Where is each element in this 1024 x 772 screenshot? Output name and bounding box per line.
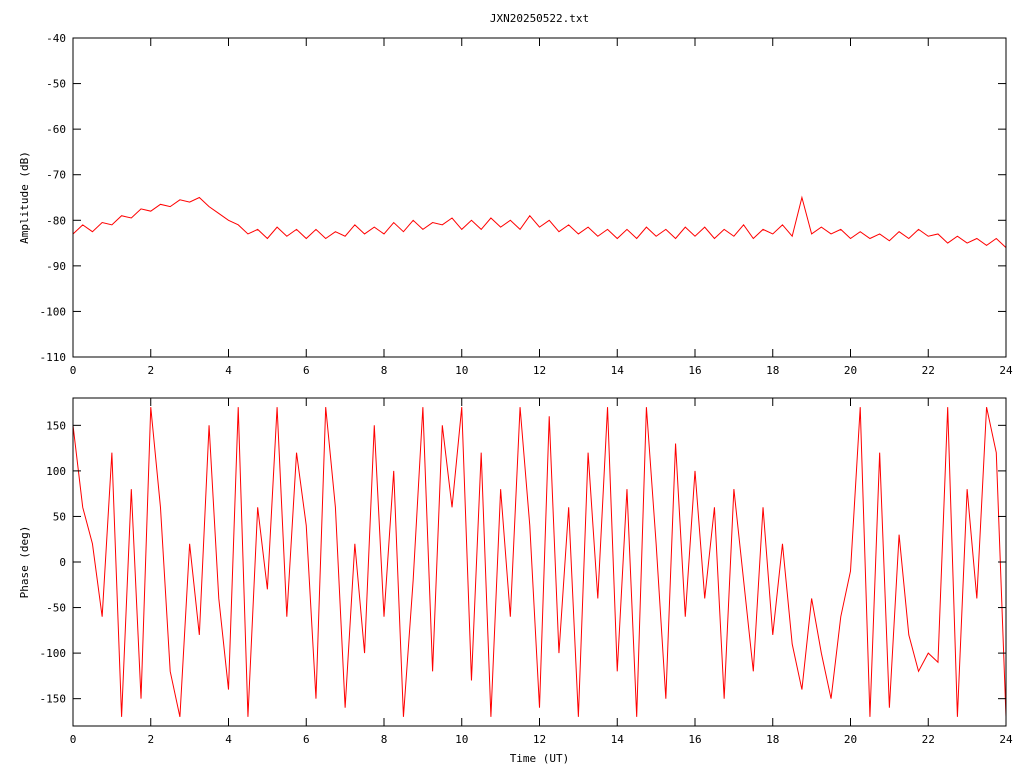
x-tick-label: 22 — [922, 364, 935, 377]
data-line — [72, 195, 1007, 248]
y-axis-label: Phase (deg) — [18, 526, 31, 599]
x-tick-label: 12 — [533, 733, 546, 746]
x-tick-label: 0 — [70, 733, 77, 746]
x-tick-label: 16 — [688, 364, 701, 377]
x-tick-label: 14 — [611, 733, 625, 746]
y-tick-label: -110 — [40, 351, 67, 364]
x-tick-label: 16 — [688, 733, 701, 746]
x-tick-label: 8 — [381, 364, 388, 377]
x-tick-label: 12 — [533, 364, 546, 377]
x-tick-label: 6 — [303, 364, 310, 377]
x-tick-label: 24 — [999, 364, 1013, 377]
y-tick-label: -50 — [46, 602, 66, 615]
y-tick-label: -150 — [40, 693, 67, 706]
x-tick-label: 24 — [999, 733, 1013, 746]
y-tick-label: 0 — [59, 556, 66, 569]
x-tick-label: 10 — [455, 733, 468, 746]
y-tick-label: -70 — [46, 169, 66, 182]
y-tick-label: -60 — [46, 123, 66, 136]
x-tick-label: 20 — [844, 364, 857, 377]
y-tick-label: 50 — [53, 510, 66, 523]
x-tick-label: 8 — [381, 733, 388, 746]
y-tick-label: -40 — [46, 32, 66, 45]
x-tick-label: 0 — [70, 364, 77, 377]
y-tick-label: -90 — [46, 260, 66, 273]
plot-frame — [72, 397, 1007, 727]
y-tick-label: -80 — [46, 214, 66, 227]
x-tick-label: 22 — [922, 733, 935, 746]
y-tick-label: -100 — [40, 305, 67, 318]
y-tick-label: 100 — [46, 465, 66, 478]
plot-frame — [72, 37, 1007, 358]
y-tick-label: 150 — [46, 419, 66, 432]
x-tick-label: 4 — [225, 733, 232, 746]
x-tick-label: 14 — [611, 364, 625, 377]
x-tick-label: 2 — [147, 733, 154, 746]
data-line — [72, 407, 1007, 717]
y-axis-label: Amplitude (dB) — [18, 151, 31, 244]
x-tick-label: 18 — [766, 364, 779, 377]
x-tick-label: 20 — [844, 733, 857, 746]
y-tick-label: -50 — [46, 78, 66, 91]
x-tick-label: 2 — [147, 364, 154, 377]
x-tick-label: 6 — [303, 733, 310, 746]
y-tick-label: -100 — [40, 647, 67, 660]
x-tick-label: 18 — [766, 733, 779, 746]
x-tick-label: 4 — [225, 364, 232, 377]
x-axis-label: Time (UT) — [510, 752, 570, 765]
x-tick-label: 10 — [455, 364, 468, 377]
chart-title: JXN20250522.txt — [490, 12, 589, 25]
